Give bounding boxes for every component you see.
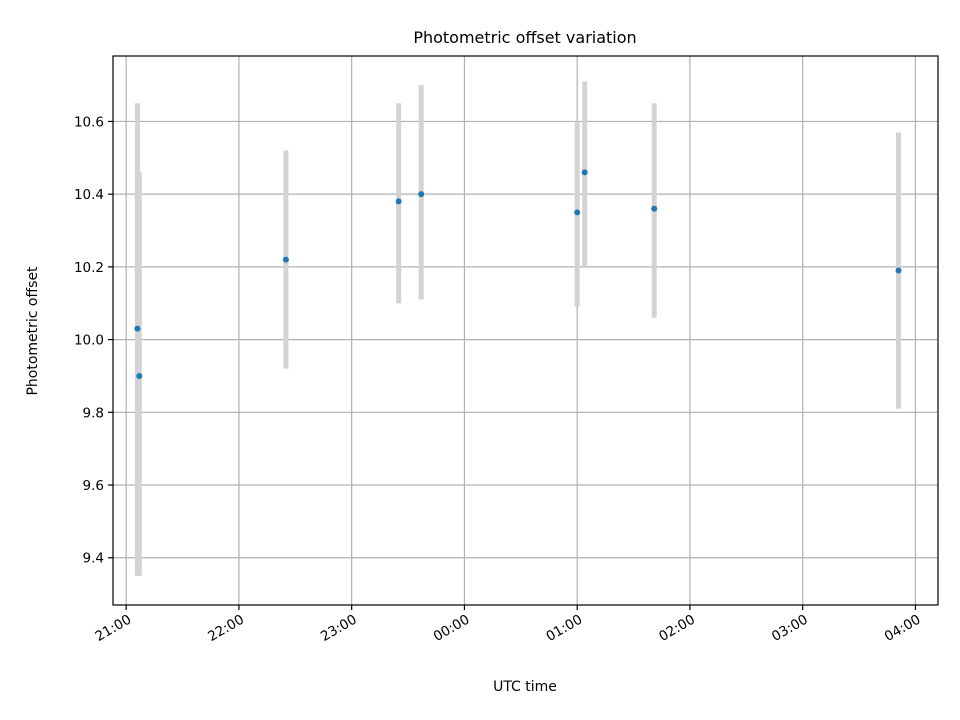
y-tick-label: 9.6 (83, 478, 104, 494)
x-tick-label: 01:00 (543, 612, 585, 645)
x-tick-label: 02:00 (656, 612, 698, 645)
data-point (895, 267, 902, 274)
y-tick-label: 9.4 (83, 551, 104, 567)
data-point (418, 191, 425, 198)
plot-frame (112, 55, 939, 606)
y-tick-label: 10.0 (74, 333, 104, 349)
data-point (574, 209, 581, 216)
x-axis-label: UTC time (493, 679, 557, 695)
x-tick-label: 23:00 (318, 612, 360, 645)
y-axis-label: Photometric offset (25, 266, 41, 396)
data-point (282, 256, 289, 263)
y-tick-label: 10.6 (74, 114, 104, 130)
y-tick-label: 9.8 (83, 405, 104, 421)
errorbar-layer (134, 81, 902, 576)
x-tick-label: 00:00 (431, 612, 473, 645)
grid-layer (113, 56, 938, 605)
x-tick-label: 22:00 (205, 612, 247, 645)
point-layer (134, 169, 902, 379)
x-tick-label: 21:00 (92, 612, 134, 645)
data-point (395, 198, 402, 205)
chart-title: Photometric offset variation (413, 28, 636, 47)
data-point (136, 372, 143, 379)
data-point (134, 325, 141, 332)
y-tick-label: 10.2 (74, 260, 104, 276)
data-point (651, 205, 658, 212)
y-tick-label: 10.4 (74, 187, 104, 203)
data-point (581, 169, 588, 176)
x-tick-label: 03:00 (769, 612, 811, 645)
x-tick-label: 04:00 (882, 612, 924, 645)
